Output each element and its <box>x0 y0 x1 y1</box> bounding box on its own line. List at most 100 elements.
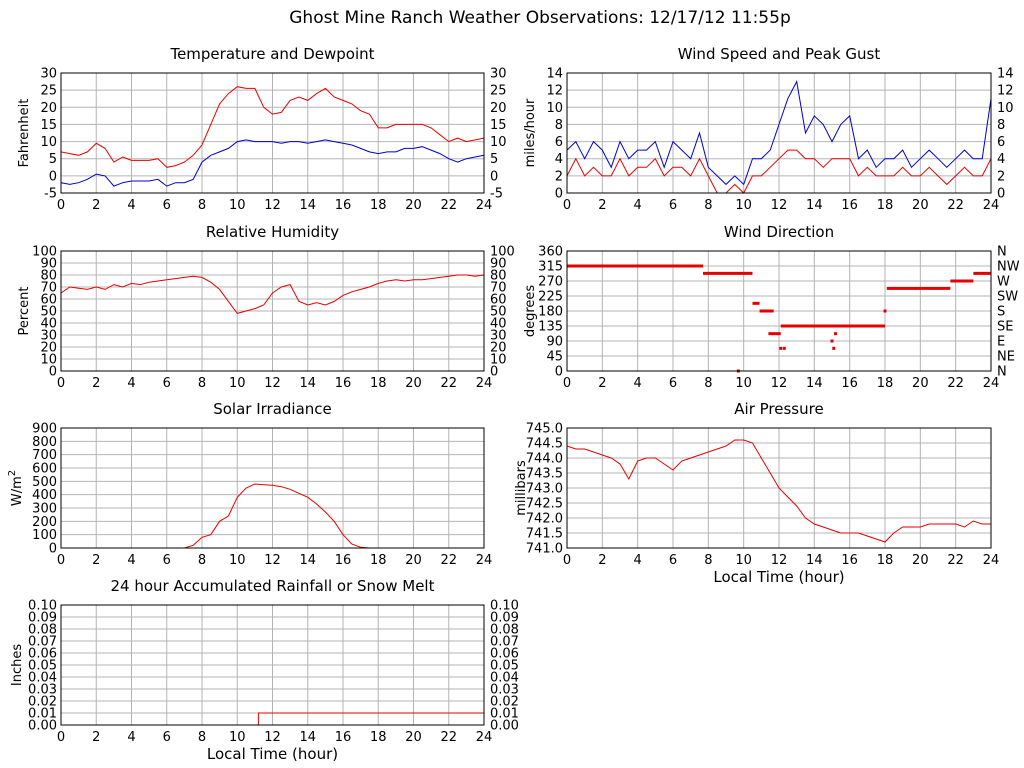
grid <box>567 251 991 371</box>
y-tick-label: 20 <box>40 101 57 116</box>
grid <box>567 73 991 193</box>
x-tick-label: 12 <box>264 553 281 568</box>
plot-frame <box>566 250 992 372</box>
x-tick-label: 6 <box>163 198 171 213</box>
y-tick-label: 0 <box>49 542 57 557</box>
y-tick-label-right: 6 <box>997 135 1005 150</box>
y-tick-label: 15 <box>40 118 57 133</box>
rain-y-label: Inches <box>10 644 25 686</box>
x-tick-label: 8 <box>198 553 206 568</box>
y-tick-label: 743.0 <box>526 482 563 497</box>
direction-point <box>832 346 836 350</box>
x-tick-label: 4 <box>127 376 135 391</box>
x-tick-label: 6 <box>669 553 677 568</box>
y-tick-label: 744.0 <box>526 452 563 467</box>
y-tick-label: 45 <box>546 350 563 365</box>
y-tick-label: 0.02 <box>28 695 57 710</box>
x-tick-label: 20 <box>912 198 929 213</box>
y-tick-label: 360 <box>538 245 563 260</box>
y-tick-label-right: 10 <box>997 101 1014 116</box>
x-tick-label: 8 <box>704 553 712 568</box>
x-tick-label: 22 <box>440 198 457 213</box>
x-tick-label: 12 <box>771 376 788 391</box>
y-tick-label-right: 4 <box>997 152 1005 167</box>
y-tick-label-right: 30 <box>490 329 507 344</box>
y-tick-label-right: 8 <box>997 118 1005 133</box>
y-tick-label: 741.0 <box>526 542 563 557</box>
y-tick-label: 10 <box>40 135 57 150</box>
y-tick-label: 745.0 <box>526 422 563 437</box>
y-tick-label: 0.08 <box>28 623 57 638</box>
x-tick-label: 8 <box>704 198 712 213</box>
direction-point <box>830 339 834 343</box>
x-tick-label: 24 <box>476 730 493 745</box>
x-tick-label: 10 <box>735 553 752 568</box>
y-tick-label-right: 0 <box>490 169 498 184</box>
y-tick-label-right: 80 <box>490 269 507 284</box>
y-tick-label-right: 60 <box>490 293 507 308</box>
wind-series-1-line <box>566 149 992 194</box>
x-tick-label: 2 <box>92 376 100 391</box>
x-tick-label: 6 <box>163 730 171 745</box>
x-tick-label: 10 <box>229 730 246 745</box>
y-tick-label: 5 <box>49 152 57 167</box>
y-tick-label: 8 <box>555 118 563 133</box>
x-tick-label: 10 <box>735 376 752 391</box>
x-tick-label: 22 <box>440 730 457 745</box>
grid <box>61 251 484 371</box>
rain-x-label: Local Time (hour) <box>207 745 338 763</box>
x-tick-label: 24 <box>983 553 1000 568</box>
y-tick-label: 315 <box>538 260 563 275</box>
direction-y-label: degrees <box>523 285 538 338</box>
x-tick-label: 8 <box>198 730 206 745</box>
x-tick-label: 18 <box>370 553 387 568</box>
x-tick-label: 16 <box>841 198 858 213</box>
y-tick-label: 0 <box>555 187 563 202</box>
pressure-y-label: millibars <box>514 460 529 516</box>
grid <box>567 428 991 548</box>
y-tick-label: 70 <box>40 281 57 296</box>
y-tick-label: 900 <box>32 422 57 437</box>
y-tick-label: 100 <box>32 528 57 543</box>
x-tick-label: 4 <box>127 198 135 213</box>
x-tick-label: 24 <box>476 198 493 213</box>
rain-chart: 24 hour Accumulated Rainfall or Snow Mel… <box>10 577 519 763</box>
x-tick-label: 22 <box>947 198 964 213</box>
y-tick-label: 20 <box>40 341 57 356</box>
grid <box>61 428 484 548</box>
y-tick-label-right: 0.03 <box>490 683 519 698</box>
y-tick-label: 90 <box>40 257 57 272</box>
x-tick-label: 0 <box>57 553 65 568</box>
compass-label: NW <box>997 260 1020 275</box>
y-tick-label-right: 10 <box>490 353 507 368</box>
y-tick-label: 0.00 <box>28 719 57 734</box>
compass-label: N <box>997 245 1007 260</box>
x-tick-label: 16 <box>335 553 352 568</box>
x-tick-label: 12 <box>771 198 788 213</box>
compass-label: SE <box>997 320 1013 335</box>
x-tick-label: 24 <box>983 376 1000 391</box>
x-tick-label: 6 <box>669 376 677 391</box>
y-label-superscript: 2 <box>7 470 18 476</box>
grid <box>61 605 484 725</box>
y-tick-label-right: 0.08 <box>490 623 519 638</box>
x-tick-label: 4 <box>634 553 642 568</box>
y-tick-label: 0 <box>555 365 563 380</box>
y-tick-label: 0.04 <box>28 671 57 686</box>
y-tick-label: 50 <box>40 305 57 320</box>
y-tick-label: 0.09 <box>28 611 57 626</box>
y-tick-label: 30 <box>40 67 57 82</box>
y-tick-label: 12 <box>546 84 563 99</box>
y-tick-label: 6 <box>555 135 563 150</box>
compass-label: NE <box>997 350 1015 365</box>
y-tick-label-right: 100 <box>490 245 515 260</box>
y-tick-label-right: 20 <box>490 101 507 116</box>
x-tick-label: 12 <box>264 730 281 745</box>
x-tick-label: 0 <box>563 553 571 568</box>
x-tick-label: 2 <box>92 730 100 745</box>
x-tick-label: 18 <box>877 376 894 391</box>
y-tick-label: 0.03 <box>28 683 57 698</box>
x-tick-label: 2 <box>92 198 100 213</box>
y-tick-label-right: 0.09 <box>490 611 519 626</box>
